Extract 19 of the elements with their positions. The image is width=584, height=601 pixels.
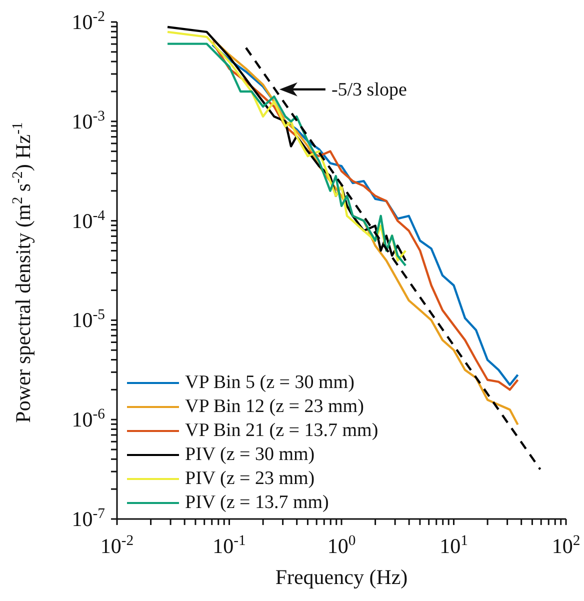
legend-label: PIV (z = 23 mm) (185, 467, 315, 491)
x-tick-label: 10$^{1}$ (440, 533, 468, 558)
annotation: -5/3 slope (331, 79, 407, 100)
x-tick-label: 10$^{-2}$ (100, 533, 134, 558)
legend-label: VP Bin 12 (z = 23 mm) (185, 395, 364, 419)
legend-label: PIV (z = 13.7 mm) (185, 491, 329, 515)
x-axis-title: Frequency (Hz) (275, 565, 408, 589)
y-tick-label: 10$^{-3}$ (72, 108, 105, 134)
y-tick-label: 10$^{-2}$ (72, 9, 105, 34)
y-tick-label: 10$^{-7}$ (72, 506, 105, 531)
y-tick-label: 10$^{-4}$ (72, 208, 106, 233)
x-tick-label: 10$^{0}$ (327, 533, 356, 558)
legend-label: VP Bin 5 (z = 30 mm) (185, 371, 354, 395)
legend-label: VP Bin 21 (z = 13.7 mm) (185, 419, 378, 443)
legend-label: PIV (z = 30 mm) (185, 443, 315, 467)
x-tick-label: 10$^{2}$ (552, 533, 580, 558)
y-tick-label: 10$^{-5}$ (72, 307, 105, 332)
y-tick-label: 10$^{-6}$ (72, 406, 105, 432)
x-tick-label: 10$^{-1}$ (212, 533, 246, 558)
